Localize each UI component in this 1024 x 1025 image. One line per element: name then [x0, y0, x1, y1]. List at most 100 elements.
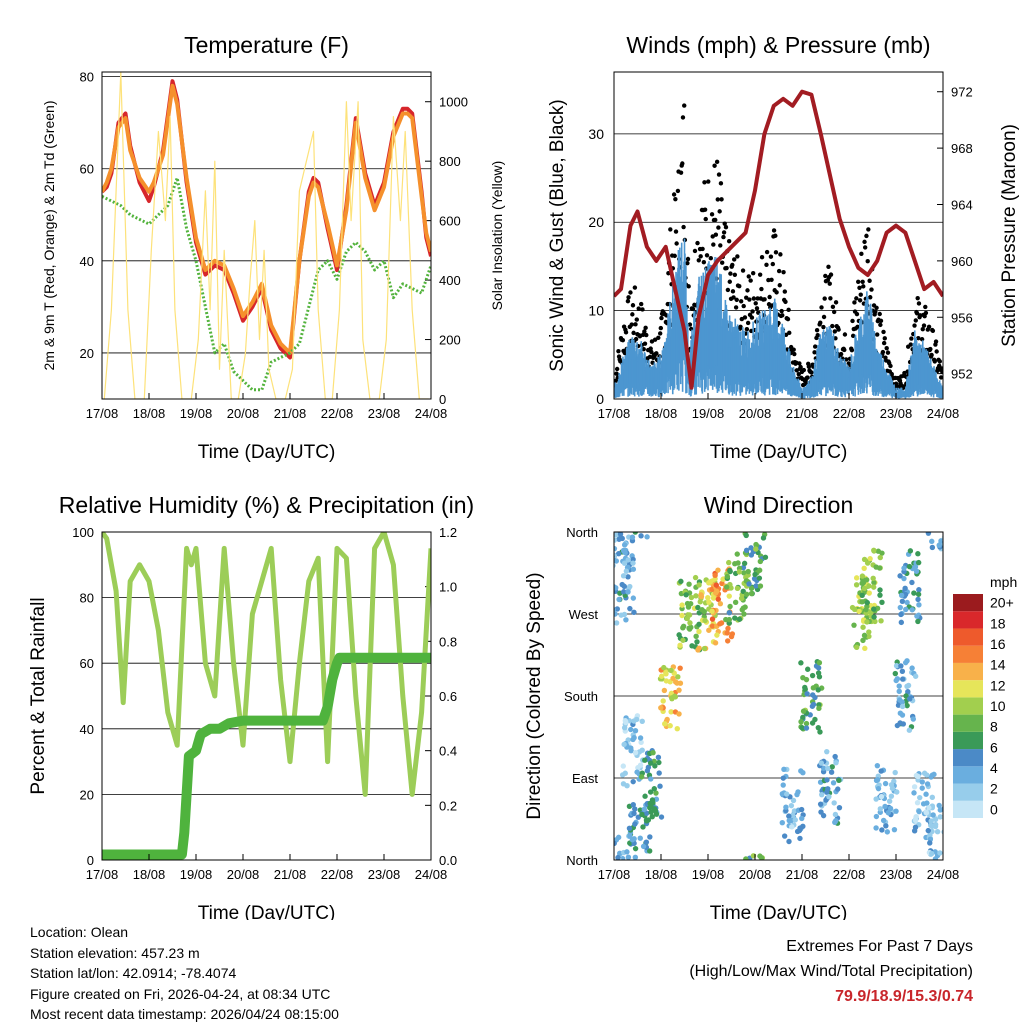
- gust-point: [854, 311, 860, 317]
- direction-point: [614, 611, 618, 617]
- direction-point: [915, 618, 921, 625]
- direction-point: [877, 592, 883, 598]
- speed-legend-label: 6: [990, 739, 998, 755]
- direction-point: [866, 583, 872, 589]
- direction-point: [648, 804, 654, 810]
- gust-point: [926, 324, 932, 329]
- direction-point: [632, 845, 639, 852]
- gust-point: [787, 330, 792, 336]
- direction-point: [898, 611, 904, 618]
- gust-point: [932, 359, 937, 364]
- winds-xlabel: Time (Day/UTC): [710, 442, 848, 463]
- direction-point: [928, 850, 935, 857]
- humidity-chart: 0 20 40 60 80 100 0.0 0.2 0.4 0.6 0.8 1.0 1.2 Percent…: [28, 492, 474, 920]
- temperature-xtick-label: 17/08: [86, 406, 119, 421]
- gust-point: [716, 225, 721, 230]
- direction-point: [830, 780, 837, 786]
- gust-point: [908, 342, 913, 347]
- direction-point: [824, 748, 830, 755]
- direction-point: [873, 825, 879, 831]
- gust-point: [692, 248, 698, 254]
- gust-point: [642, 341, 648, 346]
- direction-point: [623, 568, 630, 574]
- direction-point: [937, 807, 943, 813]
- direction-point: [717, 621, 723, 627]
- direction-point: [924, 800, 930, 806]
- direction-point: [800, 714, 806, 721]
- direction-point: [797, 835, 803, 842]
- gust-point: [861, 284, 866, 289]
- direction-point: [735, 560, 741, 566]
- speed-legend-swatch: [953, 697, 983, 715]
- humidity-ytick-right-label: 1.0: [439, 580, 457, 595]
- direction-point: [861, 585, 868, 592]
- direction-point: [901, 575, 907, 582]
- gust-point: [703, 216, 708, 222]
- direction-point: [913, 568, 920, 574]
- direction-point: [911, 784, 918, 790]
- direction-point: [696, 582, 702, 588]
- direction-point: [909, 665, 915, 671]
- gust-point: [738, 324, 743, 330]
- direction-point: [804, 691, 810, 697]
- direction-point: [736, 569, 743, 575]
- direction-point: [925, 532, 932, 536]
- gust-point: [923, 304, 928, 310]
- direction-point: [864, 619, 870, 625]
- speed-legend-swatch: [953, 800, 983, 818]
- direction-point: [627, 833, 633, 839]
- direction-point: [945, 811, 950, 816]
- direction-point: [680, 623, 687, 629]
- direction-point: [701, 645, 708, 652]
- gust-point: [782, 289, 788, 294]
- direction-point: [866, 590, 872, 596]
- direction-point: [853, 582, 860, 588]
- gust-point: [682, 103, 687, 108]
- gust-point: [919, 337, 925, 342]
- gust-point: [721, 230, 727, 235]
- direction-point: [914, 800, 921, 806]
- gust-point: [750, 309, 755, 314]
- gust-point: [776, 268, 782, 274]
- winds-ytick-label: 10: [588, 303, 604, 319]
- direction-point: [803, 725, 810, 731]
- direction-point: [641, 806, 647, 813]
- humidity-ytick-right-label: 0.6: [439, 689, 457, 704]
- gust-point: [616, 348, 621, 354]
- direction-point: [713, 582, 720, 588]
- direction-point: [817, 729, 823, 735]
- direction-point: [909, 579, 915, 586]
- extremes-values: 79.9/18.9/15.3/0.74: [835, 988, 973, 1005]
- direction-point: [912, 817, 919, 824]
- gust-point: [783, 299, 788, 305]
- direction-point: [628, 726, 634, 733]
- recent-text: Most recent data timestamp: 2026/04/24 0…: [30, 1006, 339, 1022]
- direction-point: [809, 703, 816, 709]
- gust-point: [723, 224, 729, 230]
- direction-point: [904, 599, 910, 606]
- direction-point: [616, 536, 622, 542]
- speed-legend-swatch: [953, 680, 983, 698]
- direction-point: [620, 573, 627, 579]
- direction-point: [897, 710, 904, 716]
- direction-point: [751, 575, 758, 582]
- direction-point: [800, 708, 807, 714]
- direction-point: [914, 613, 920, 619]
- temperature-xtick-label: 22/08: [321, 406, 354, 421]
- gust-point: [678, 170, 684, 175]
- direction-point: [897, 573, 903, 579]
- direction-point: [836, 777, 842, 784]
- gust-point: [779, 308, 784, 314]
- temperature-xtick-label: 19/08: [180, 406, 213, 421]
- gust-point: [614, 366, 620, 372]
- gust-point: [796, 371, 801, 377]
- gust-point: [856, 279, 861, 284]
- direction-point: [606, 566, 611, 571]
- gust-point: [658, 325, 664, 331]
- created-text: Figure created on Fri, 2026-04-24, at 08…: [30, 985, 331, 1002]
- direction-point: [656, 759, 662, 766]
- direction-point: [864, 599, 870, 606]
- gust-point: [675, 188, 681, 194]
- direction-point: [724, 573, 731, 580]
- direction-point: [741, 611, 747, 617]
